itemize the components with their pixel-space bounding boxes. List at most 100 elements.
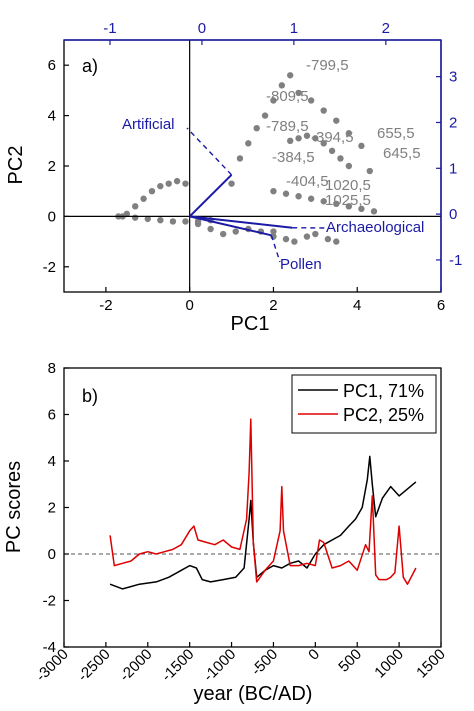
data-point <box>307 97 315 104</box>
data-point <box>182 180 189 187</box>
loading-label: Artificial <box>122 116 175 133</box>
x-tick-label: 2 <box>269 297 277 314</box>
panel-a-frame <box>63 39 442 293</box>
point-label: -799,5 <box>306 57 349 74</box>
data-point <box>358 142 365 150</box>
x-tick-label: 1500 <box>413 646 449 682</box>
panel-b: -3000 -2500 -2000 -1500 -1000 -500 0 500 1000 150… <box>3 360 449 705</box>
data-point <box>345 203 353 210</box>
panel-b-series <box>109 418 417 590</box>
data-point <box>320 107 327 114</box>
data-point <box>165 180 172 187</box>
data-point <box>295 89 302 97</box>
series-line-pc1 <box>109 455 417 590</box>
panel-a-ticks: -2 0 2 4 6 -2 0 2 4 6 -1 0 1 2 -1 0 1 2 3 <box>43 20 463 314</box>
loading-vector <box>189 215 293 229</box>
legend-box <box>291 374 437 434</box>
data-point <box>169 218 177 225</box>
data-point <box>345 130 353 137</box>
loading-vector <box>188 174 233 218</box>
data-point <box>333 238 340 245</box>
panel-a-origin-axes <box>64 40 441 292</box>
right-tick-label: 3 <box>449 69 457 86</box>
data-point <box>282 190 290 197</box>
x-tick-label: -2500 <box>75 646 114 685</box>
data-point <box>132 203 139 210</box>
data-point <box>236 155 244 162</box>
data-point <box>144 215 151 223</box>
right-tick-label: 2 <box>449 114 457 131</box>
data-point <box>270 228 277 235</box>
panel-a-x-axis-title: PC1 <box>231 313 270 335</box>
data-point <box>303 132 311 139</box>
point-label: 1020,5 <box>325 177 371 194</box>
data-point <box>245 140 252 147</box>
data-point <box>270 188 277 195</box>
y-tick-label: 4 <box>48 108 56 125</box>
y-tick-label: -4 <box>43 639 56 656</box>
data-point <box>261 112 269 119</box>
data-point <box>132 214 139 221</box>
legend: PC1, 71% PC2, 25% <box>291 374 437 434</box>
point-label: -394,5 <box>311 129 354 146</box>
data-point <box>140 195 147 202</box>
data-point <box>194 220 202 228</box>
point-label: 1025,5 <box>325 192 371 209</box>
loading-label: Archaeological <box>326 219 424 236</box>
x-tick-label: 0 <box>305 646 323 664</box>
data-point <box>291 238 298 245</box>
data-point <box>253 125 260 132</box>
x-tick-label: 500 <box>335 646 365 676</box>
x-tick-label: -2 <box>99 297 112 314</box>
y-tick-label: -2 <box>43 259 56 276</box>
data-point <box>370 208 378 215</box>
point-label: 645,5 <box>383 145 421 162</box>
panel-a-tag: a) <box>82 56 98 76</box>
data-point <box>207 225 214 233</box>
legend-label-pc2: PC2, 25% <box>343 405 424 425</box>
data-point <box>328 147 336 155</box>
x-tick-label: -1500 <box>158 646 197 685</box>
panel-a-loading-vectors <box>186 127 326 263</box>
right-tick-label: -1 <box>449 252 462 269</box>
data-point <box>173 177 181 185</box>
y-tick-label: 0 <box>48 208 56 225</box>
loading-vector <box>189 215 272 237</box>
y-tick-label: 0 <box>48 546 56 563</box>
series-line-pc2 <box>109 418 417 585</box>
data-point <box>270 97 277 104</box>
data-point <box>312 135 319 142</box>
panel-a-y-axis-title: PC2 <box>5 146 27 185</box>
right-tick-label: 0 <box>449 206 457 223</box>
panel-a: -2 0 2 4 6 -2 0 2 4 6 -1 0 1 2 -1 0 1 2 3 a) PC1 PC2 -799,… <box>5 20 462 335</box>
data-point <box>232 228 239 235</box>
point-label: -384,5 <box>272 149 315 166</box>
loading-label: Pollen <box>280 256 322 273</box>
data-point <box>312 230 319 238</box>
y-tick-label: 2 <box>48 158 56 175</box>
panel-b-x-axis-title: year (BC/AD) <box>194 683 313 705</box>
data-point <box>345 162 353 170</box>
data-point <box>307 195 315 202</box>
data-point <box>324 235 332 243</box>
panel-b-y-axis-title: PC scores <box>3 461 25 553</box>
data-point <box>295 193 302 200</box>
y-tick-label: 8 <box>48 360 56 377</box>
point-label: -404,5 <box>286 173 329 190</box>
data-point <box>228 180 235 187</box>
point-label: -809,5 <box>266 88 309 105</box>
data-point <box>295 135 302 142</box>
top-tick-label: 1 <box>290 20 298 37</box>
data-point <box>282 235 290 243</box>
data-point <box>287 137 294 144</box>
x-tick-label: -1000 <box>200 646 239 685</box>
data-point <box>337 155 344 162</box>
loading-leader-line <box>186 127 233 176</box>
y-tick-label: 2 <box>48 500 56 517</box>
y-tick-label: -2 <box>43 593 56 610</box>
data-point <box>219 230 227 238</box>
data-point <box>182 218 189 225</box>
loading-leader-line <box>270 235 281 263</box>
data-point <box>333 117 340 124</box>
